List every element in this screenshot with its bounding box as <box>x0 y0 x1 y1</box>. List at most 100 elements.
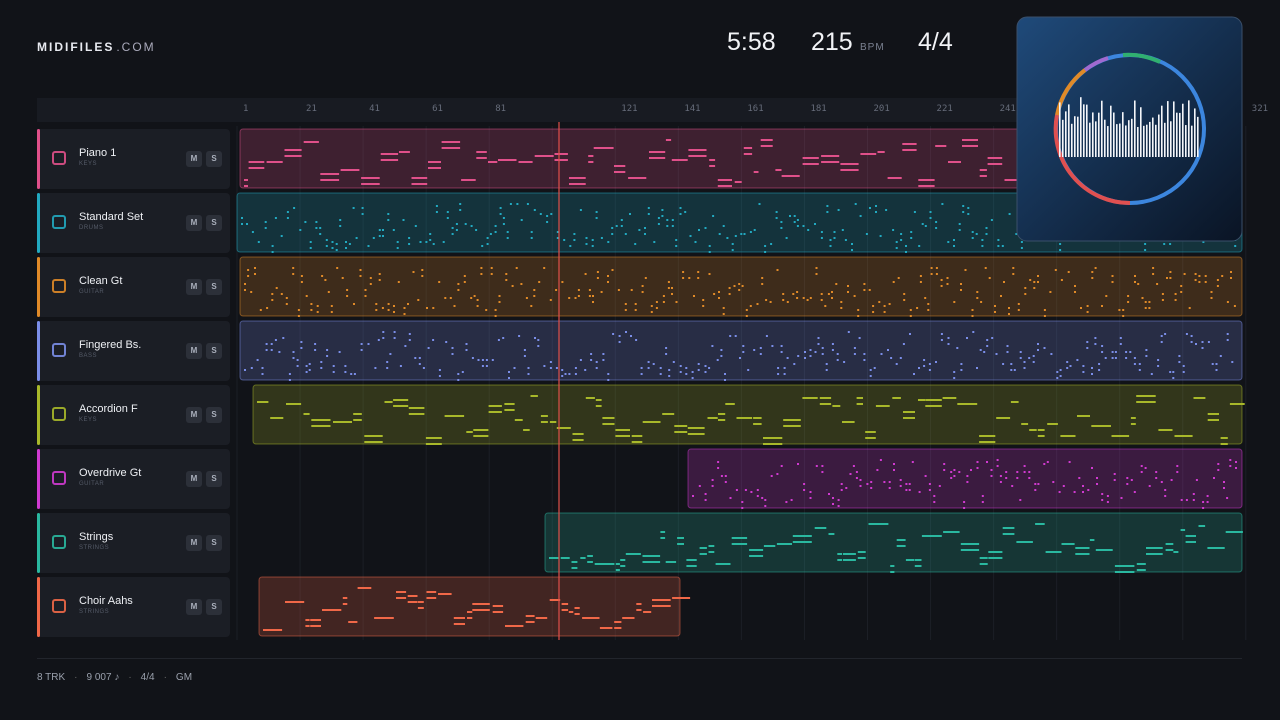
note <box>679 365 682 367</box>
mute-button[interactable]: M <box>186 343 202 359</box>
note <box>857 315 860 317</box>
solo-button[interactable]: S <box>206 407 222 423</box>
note <box>572 439 584 441</box>
note <box>569 183 586 185</box>
note <box>470 225 473 227</box>
note <box>796 225 799 227</box>
note <box>618 335 621 337</box>
note <box>875 205 877 207</box>
note <box>1164 333 1167 335</box>
note <box>698 485 701 487</box>
track-header[interactable]: Overdrive Gt GUITAR M S <box>37 449 230 509</box>
note <box>928 369 931 371</box>
note <box>655 307 658 309</box>
note <box>820 299 823 301</box>
track-header[interactable]: Piano 1 KEYS M S <box>37 129 230 189</box>
mute-button[interactable]: M <box>186 535 202 551</box>
note <box>1021 423 1029 425</box>
note <box>1148 215 1151 217</box>
note <box>546 215 549 217</box>
note <box>814 527 827 529</box>
note <box>486 237 489 239</box>
note <box>497 339 500 341</box>
note <box>407 595 418 597</box>
mute-button[interactable]: M <box>186 407 202 423</box>
note <box>475 229 478 231</box>
note <box>1206 495 1209 497</box>
note <box>924 297 927 299</box>
note <box>244 289 246 291</box>
note <box>1020 247 1023 249</box>
note <box>953 469 956 471</box>
note <box>1198 275 1201 277</box>
note <box>868 523 889 525</box>
note <box>1005 471 1008 473</box>
solo-button[interactable]: S <box>206 215 222 231</box>
mute-button[interactable]: M <box>186 599 202 615</box>
note <box>316 305 319 307</box>
note <box>381 307 384 309</box>
note <box>909 315 912 317</box>
note <box>1034 489 1037 491</box>
note <box>863 359 866 361</box>
note <box>802 163 819 165</box>
note <box>835 283 838 285</box>
note <box>802 225 805 227</box>
note <box>653 241 656 243</box>
track-header[interactable]: Fingered Bs. BASS M S <box>37 321 230 381</box>
mute-button[interactable]: M <box>186 279 202 295</box>
note <box>426 307 428 309</box>
note <box>856 403 863 405</box>
track-header[interactable]: Strings STRINGS M S <box>37 513 230 573</box>
note <box>1052 227 1055 229</box>
note <box>688 149 707 151</box>
note <box>675 301 678 303</box>
note <box>1190 341 1193 343</box>
solo-button[interactable]: S <box>206 343 222 359</box>
mute-button[interactable]: M <box>186 471 202 487</box>
mute-button[interactable]: M <box>186 215 202 231</box>
note <box>995 353 998 355</box>
note <box>417 299 420 301</box>
note <box>1169 371 1172 373</box>
note <box>461 179 476 181</box>
track-header[interactable]: Clean Gt GUITAR M S <box>37 257 230 317</box>
note <box>775 211 778 213</box>
solo-button[interactable]: S <box>206 279 222 295</box>
note <box>697 277 700 279</box>
note <box>1056 377 1059 379</box>
mute-button[interactable]: M <box>186 151 202 167</box>
note <box>843 559 856 561</box>
note <box>940 285 943 287</box>
track-header[interactable]: Choir Aahs STRINGS M S <box>37 577 230 637</box>
note <box>865 431 876 433</box>
note <box>807 229 810 231</box>
note <box>1150 373 1153 375</box>
track-category: DRUMS <box>79 225 104 231</box>
solo-button[interactable]: S <box>206 471 222 487</box>
note <box>841 229 844 231</box>
track-header[interactable]: Standard Set DRUMS M S <box>37 193 230 253</box>
note <box>466 431 473 433</box>
note <box>1172 219 1175 221</box>
note <box>971 315 974 317</box>
note <box>464 223 467 225</box>
note <box>408 339 411 341</box>
note <box>722 313 725 315</box>
note <box>378 229 381 231</box>
note <box>1172 225 1175 227</box>
note <box>527 367 530 369</box>
note <box>857 309 860 311</box>
note <box>1164 495 1167 497</box>
note <box>979 349 982 351</box>
note <box>718 291 720 293</box>
note <box>1065 217 1068 219</box>
note <box>880 353 883 355</box>
note <box>738 283 741 285</box>
note <box>473 429 489 431</box>
note <box>888 487 891 489</box>
solo-button[interactable]: S <box>206 535 222 551</box>
solo-button[interactable]: S <box>206 599 222 615</box>
solo-button[interactable]: S <box>206 151 222 167</box>
track-header[interactable]: Accordion F KEYS M S <box>37 385 230 445</box>
